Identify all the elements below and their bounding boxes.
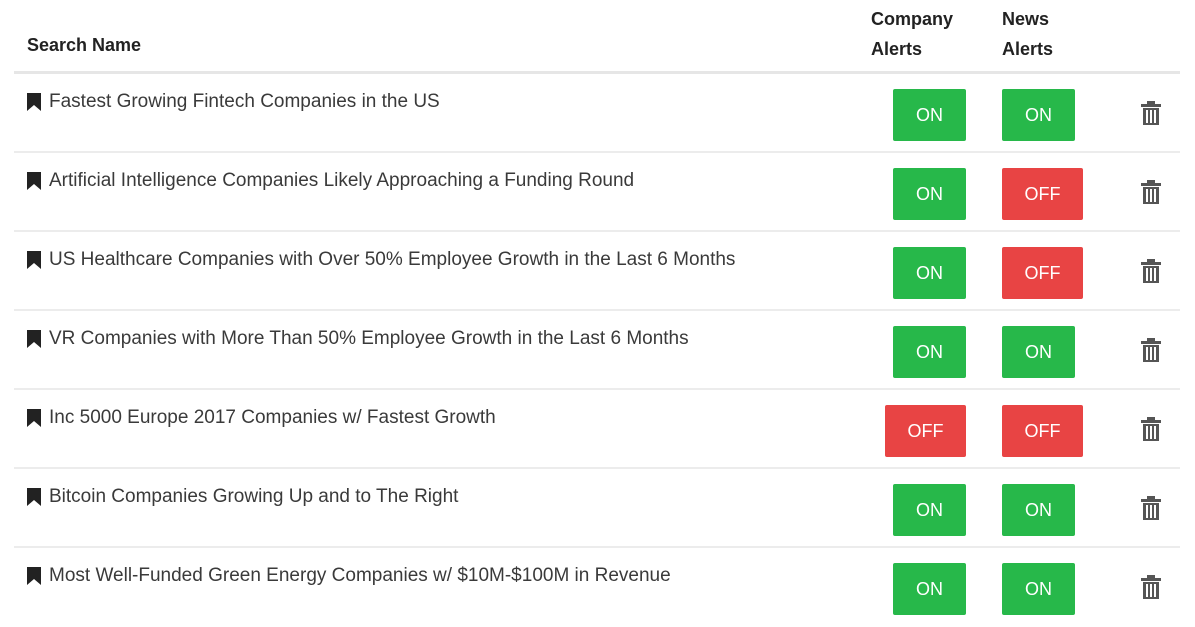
delete-search-button[interactable]: [1140, 416, 1162, 442]
search-name-label[interactable]: US Healthcare Companies with Over 50% Em…: [49, 249, 736, 270]
news-alerts-toggle[interactable]: ON: [1002, 563, 1075, 615]
bookmark-icon: [27, 409, 41, 427]
trash-icon: [1141, 338, 1161, 362]
search-name-cell[interactable]: Most Well-Funded Green Energy Companies …: [27, 565, 671, 587]
news-alerts-header-line1: News: [1002, 9, 1050, 29]
news-alerts-toggle[interactable]: ON: [1002, 484, 1075, 536]
table-row: Fastest Growing Fintech Companies in the…: [14, 74, 1180, 153]
delete-search-button[interactable]: [1140, 574, 1162, 600]
news-alerts-toggle[interactable]: ON: [1002, 326, 1075, 378]
trash-icon: [1141, 417, 1161, 441]
trash-icon: [1141, 180, 1161, 204]
table-row: Artificial Intelligence Companies Likely…: [14, 153, 1180, 232]
search-name-header: Search Name: [27, 35, 142, 55]
search-name-label[interactable]: Fastest Growing Fintech Companies in the…: [49, 91, 440, 112]
search-name-label[interactable]: Most Well-Funded Green Energy Companies …: [49, 565, 671, 586]
bookmark-icon: [27, 330, 41, 348]
trash-icon: [1141, 101, 1161, 125]
company-alerts-toggle[interactable]: OFF: [885, 405, 966, 457]
search-name-label[interactable]: Artificial Intelligence Companies Likely…: [49, 170, 635, 191]
table-row: Bitcoin Companies Growing Up and to The …: [14, 469, 1180, 548]
company-alerts-header-line1: Company: [871, 9, 954, 29]
table-row: Most Well-Funded Green Energy Companies …: [14, 548, 1180, 627]
search-name-label[interactable]: VR Companies with More Than 50% Employee…: [49, 328, 689, 349]
trash-icon: [1141, 575, 1161, 599]
news-alerts-toggle[interactable]: OFF: [1002, 168, 1083, 220]
table-header: Search Name Company Alerts News Alerts: [14, 0, 1180, 74]
bookmark-icon: [27, 93, 41, 111]
search-name-cell[interactable]: Artificial Intelligence Companies Likely…: [27, 170, 634, 192]
company-alerts-toggle[interactable]: ON: [893, 326, 966, 378]
delete-search-button[interactable]: [1140, 495, 1162, 521]
news-alerts-header-line2: Alerts: [1002, 39, 1054, 59]
table-row: VR Companies with More Than 50% Employee…: [14, 311, 1180, 390]
bookmark-icon: [27, 251, 41, 269]
trash-icon: [1141, 496, 1161, 520]
company-alerts-toggle[interactable]: ON: [893, 484, 966, 536]
search-name-cell[interactable]: Fastest Growing Fintech Companies in the…: [27, 91, 440, 113]
news-alerts-toggle[interactable]: OFF: [1002, 247, 1083, 299]
company-alerts-toggle[interactable]: ON: [893, 563, 966, 615]
delete-search-button[interactable]: [1140, 258, 1162, 284]
company-alerts-toggle[interactable]: ON: [893, 247, 966, 299]
search-name-cell[interactable]: VR Companies with More Than 50% Employee…: [27, 328, 689, 350]
news-alerts-toggle[interactable]: OFF: [1002, 405, 1083, 457]
company-alerts-header-line2: Alerts: [871, 39, 923, 59]
trash-icon: [1141, 259, 1161, 283]
delete-search-button[interactable]: [1140, 179, 1162, 205]
delete-search-button[interactable]: [1140, 337, 1162, 363]
news-alerts-header: News Alerts: [1002, 4, 1053, 64]
company-alerts-toggle[interactable]: ON: [893, 89, 966, 141]
search-name-cell[interactable]: Inc 5000 Europe 2017 Companies w/ Fastes…: [27, 407, 496, 429]
bookmark-icon: [27, 488, 41, 506]
table-row: US Healthcare Companies with Over 50% Em…: [14, 232, 1180, 311]
search-name-cell[interactable]: Bitcoin Companies Growing Up and to The …: [27, 486, 458, 508]
delete-search-button[interactable]: [1140, 100, 1162, 126]
news-alerts-toggle[interactable]: ON: [1002, 89, 1075, 141]
company-alerts-header: Company Alerts: [871, 4, 953, 64]
table-row: Inc 5000 Europe 2017 Companies w/ Fastes…: [14, 390, 1180, 469]
bookmark-icon: [27, 172, 41, 190]
search-name-cell[interactable]: US Healthcare Companies with Over 50% Em…: [27, 249, 735, 271]
company-alerts-toggle[interactable]: ON: [893, 168, 966, 220]
search-name-label[interactable]: Inc 5000 Europe 2017 Companies w/ Fastes…: [49, 407, 496, 428]
bookmark-icon: [27, 567, 41, 585]
search-name-label[interactable]: Bitcoin Companies Growing Up and to The …: [49, 486, 459, 507]
saved-searches-table: Search Name Company Alerts News Alerts F…: [14, 0, 1180, 627]
